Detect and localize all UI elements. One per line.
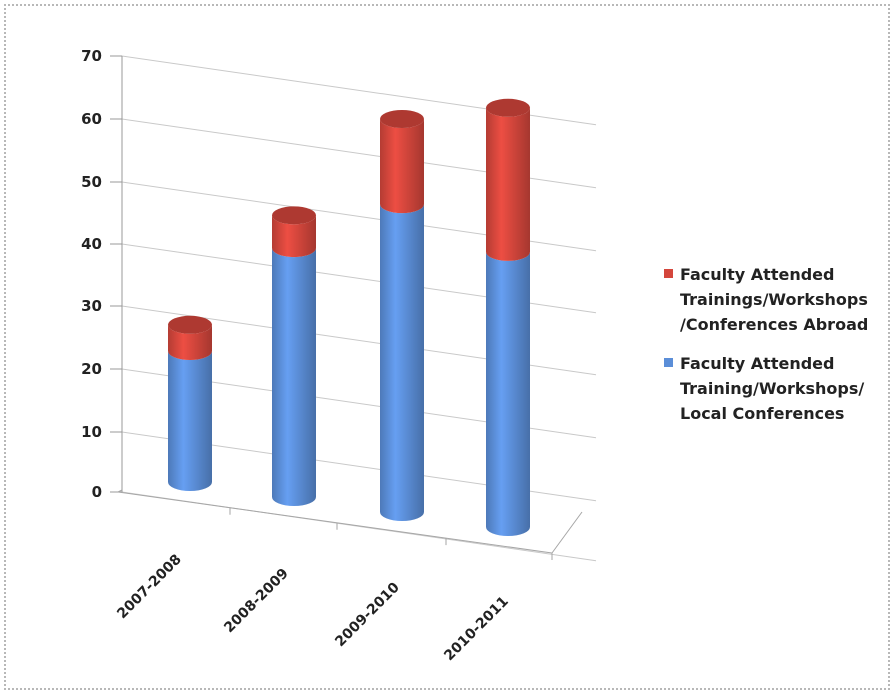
bar-2010-2011-series-1 bbox=[486, 107, 530, 261]
ytick-label-10: 10 bbox=[81, 423, 102, 441]
x-axis-side-edge bbox=[551, 511, 583, 554]
ytick-label-20: 20 bbox=[81, 360, 102, 378]
bar-2009-2010-series-0 bbox=[380, 204, 424, 521]
bar-cap-2010-2011 bbox=[486, 98, 530, 117]
x-tick-label-2009-2010: 2009-2010 bbox=[332, 579, 403, 650]
bar-2008-2009-series-1 bbox=[272, 215, 316, 258]
bar-2009-2010-series-1 bbox=[380, 119, 424, 214]
legend-swatch-abroad bbox=[664, 269, 673, 278]
bar-cap-2009-2010 bbox=[380, 110, 424, 128]
ytick-label-0: 0 bbox=[92, 483, 102, 501]
ytick-label-70: 70 bbox=[81, 47, 102, 65]
axes bbox=[110, 55, 583, 560]
chart-frame bbox=[4, 4, 890, 690]
x-axis-corner bbox=[117, 489, 123, 493]
bar-2010-2011-series-0 bbox=[486, 251, 530, 536]
x-axis-front-edge bbox=[117, 491, 553, 554]
ytick-label-50: 50 bbox=[81, 173, 102, 191]
ytick-label-40: 40 bbox=[81, 235, 102, 253]
legend-swatch-local bbox=[664, 358, 673, 367]
legend: Faculty Attended Trainings/Workshops /Co… bbox=[662, 262, 894, 440]
bar-2008-2009-series-0 bbox=[272, 248, 316, 506]
bar-cap-2008-2009 bbox=[272, 206, 316, 225]
ytick-label-30: 30 bbox=[81, 297, 102, 315]
bar-2007-2008-series-1 bbox=[168, 324, 212, 360]
x-tick-label-2007-2008: 2007-2008 bbox=[114, 552, 185, 623]
legend-item-local: Faculty Attended Training/Workshops/ Loc… bbox=[662, 351, 894, 426]
ytick-label-60: 60 bbox=[81, 110, 102, 128]
x-tick-label-2010-2011: 2010-2011 bbox=[441, 594, 512, 665]
bar-cap-2007-2008 bbox=[168, 315, 212, 334]
x-tick-label-2008-2009: 2008-2009 bbox=[221, 566, 292, 637]
legend-item-abroad: Faculty Attended Trainings/Workshops /Co… bbox=[662, 262, 894, 337]
bars bbox=[168, 98, 530, 536]
bar-2007-2008-series-0 bbox=[168, 351, 212, 491]
legend-label-abroad: Faculty Attended Trainings/Workshops /Co… bbox=[680, 265, 869, 334]
legend-label-local: Faculty Attended Training/Workshops/ Loc… bbox=[680, 354, 865, 423]
